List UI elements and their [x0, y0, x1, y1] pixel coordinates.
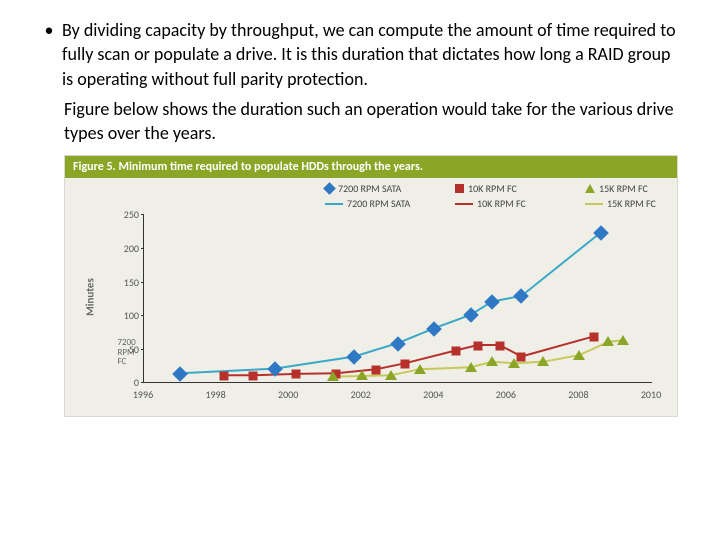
legend-item-10k-line: 10K RPM FC	[455, 197, 567, 210]
bullet-1-text: By dividing capacity by throughput, we c…	[62, 18, 684, 91]
annotation-7200-rpm-fc: 7200 RPM FC	[118, 338, 136, 366]
data-point	[219, 371, 228, 380]
data-point	[573, 350, 585, 360]
y-tick-label: 150	[113, 276, 139, 289]
legend-row-lines: 7200 RPM SATA 10K RPM FC 15K RPM FC	[325, 197, 697, 210]
line-icon	[325, 203, 343, 205]
legend-label: 15K RPM FC	[599, 182, 648, 195]
data-point	[508, 358, 520, 368]
x-tick-label: 2010	[641, 388, 661, 401]
legend-item-15k-line: 15K RPM FC	[585, 197, 697, 210]
data-point	[486, 356, 498, 366]
data-point	[385, 370, 397, 380]
triangle-icon	[585, 184, 595, 193]
legend-label: 7200 RPM SATA	[338, 182, 401, 195]
data-point	[414, 364, 426, 374]
legend-row-markers: 7200 RPM SATA 10K RPM FC 15K RPM FC	[325, 182, 697, 195]
legend-item-10k-marker: 10K RPM FC	[455, 182, 567, 195]
x-tick-label: 2000	[278, 388, 298, 401]
x-tick-label: 2008	[568, 388, 588, 401]
data-point	[372, 365, 381, 374]
y-axis-label: Minutes	[83, 279, 96, 317]
diamond-icon	[323, 183, 336, 196]
y-tick-label: 100	[113, 309, 139, 322]
legend-item-15k-marker: 15K RPM FC	[585, 182, 697, 195]
data-point	[452, 346, 461, 355]
legend-label: 10K RPM FC	[477, 197, 526, 210]
data-point	[617, 335, 629, 345]
data-point	[602, 336, 614, 346]
figure-title: Figure 5. Minimum time required to popul…	[65, 156, 677, 178]
bullet-1: By dividing capacity by throughput, we c…	[36, 18, 684, 91]
legend-label: 15K RPM FC	[607, 197, 656, 210]
data-point	[465, 362, 477, 372]
line-icon	[585, 203, 603, 205]
data-point	[495, 341, 504, 350]
line-icon	[455, 203, 473, 205]
legend-item-sata-marker: 7200 RPM SATA	[325, 182, 437, 195]
paragraph-2: Figure below shows the duration such an …	[64, 97, 684, 146]
figure-5: Figure 5. Minimum time required to popul…	[64, 155, 678, 417]
data-point	[292, 370, 301, 379]
data-point	[589, 332, 598, 341]
square-icon	[455, 184, 464, 193]
data-point	[401, 359, 410, 368]
slide: By dividing capacity by throughput, we c…	[0, 0, 720, 417]
x-tick-label: 2002	[351, 388, 371, 401]
x-tick-label: 1996	[133, 388, 153, 401]
y-tick-label: 200	[113, 242, 139, 255]
plot-area	[143, 214, 652, 383]
x-tick-label: 2004	[423, 388, 443, 401]
x-tick-label: 1998	[205, 388, 225, 401]
data-point	[356, 370, 368, 380]
legend-item-sata-line: 7200 RPM SATA	[325, 197, 437, 210]
bullet-dot	[36, 18, 62, 91]
legend-label: 10K RPM FC	[468, 182, 517, 195]
data-point	[248, 371, 257, 380]
data-point	[327, 371, 339, 381]
chart-area: Minutes 7200 RPM SATA 10K RPM FC 15K RPM…	[65, 178, 675, 416]
data-point	[473, 341, 482, 350]
x-tick-label: 2006	[496, 388, 516, 401]
legend: 7200 RPM SATA 10K RPM FC 15K RPM FC 7200	[325, 182, 697, 210]
y-tick-label: 250	[113, 208, 139, 221]
legend-label: 7200 RPM SATA	[347, 197, 410, 210]
data-point	[537, 356, 549, 366]
